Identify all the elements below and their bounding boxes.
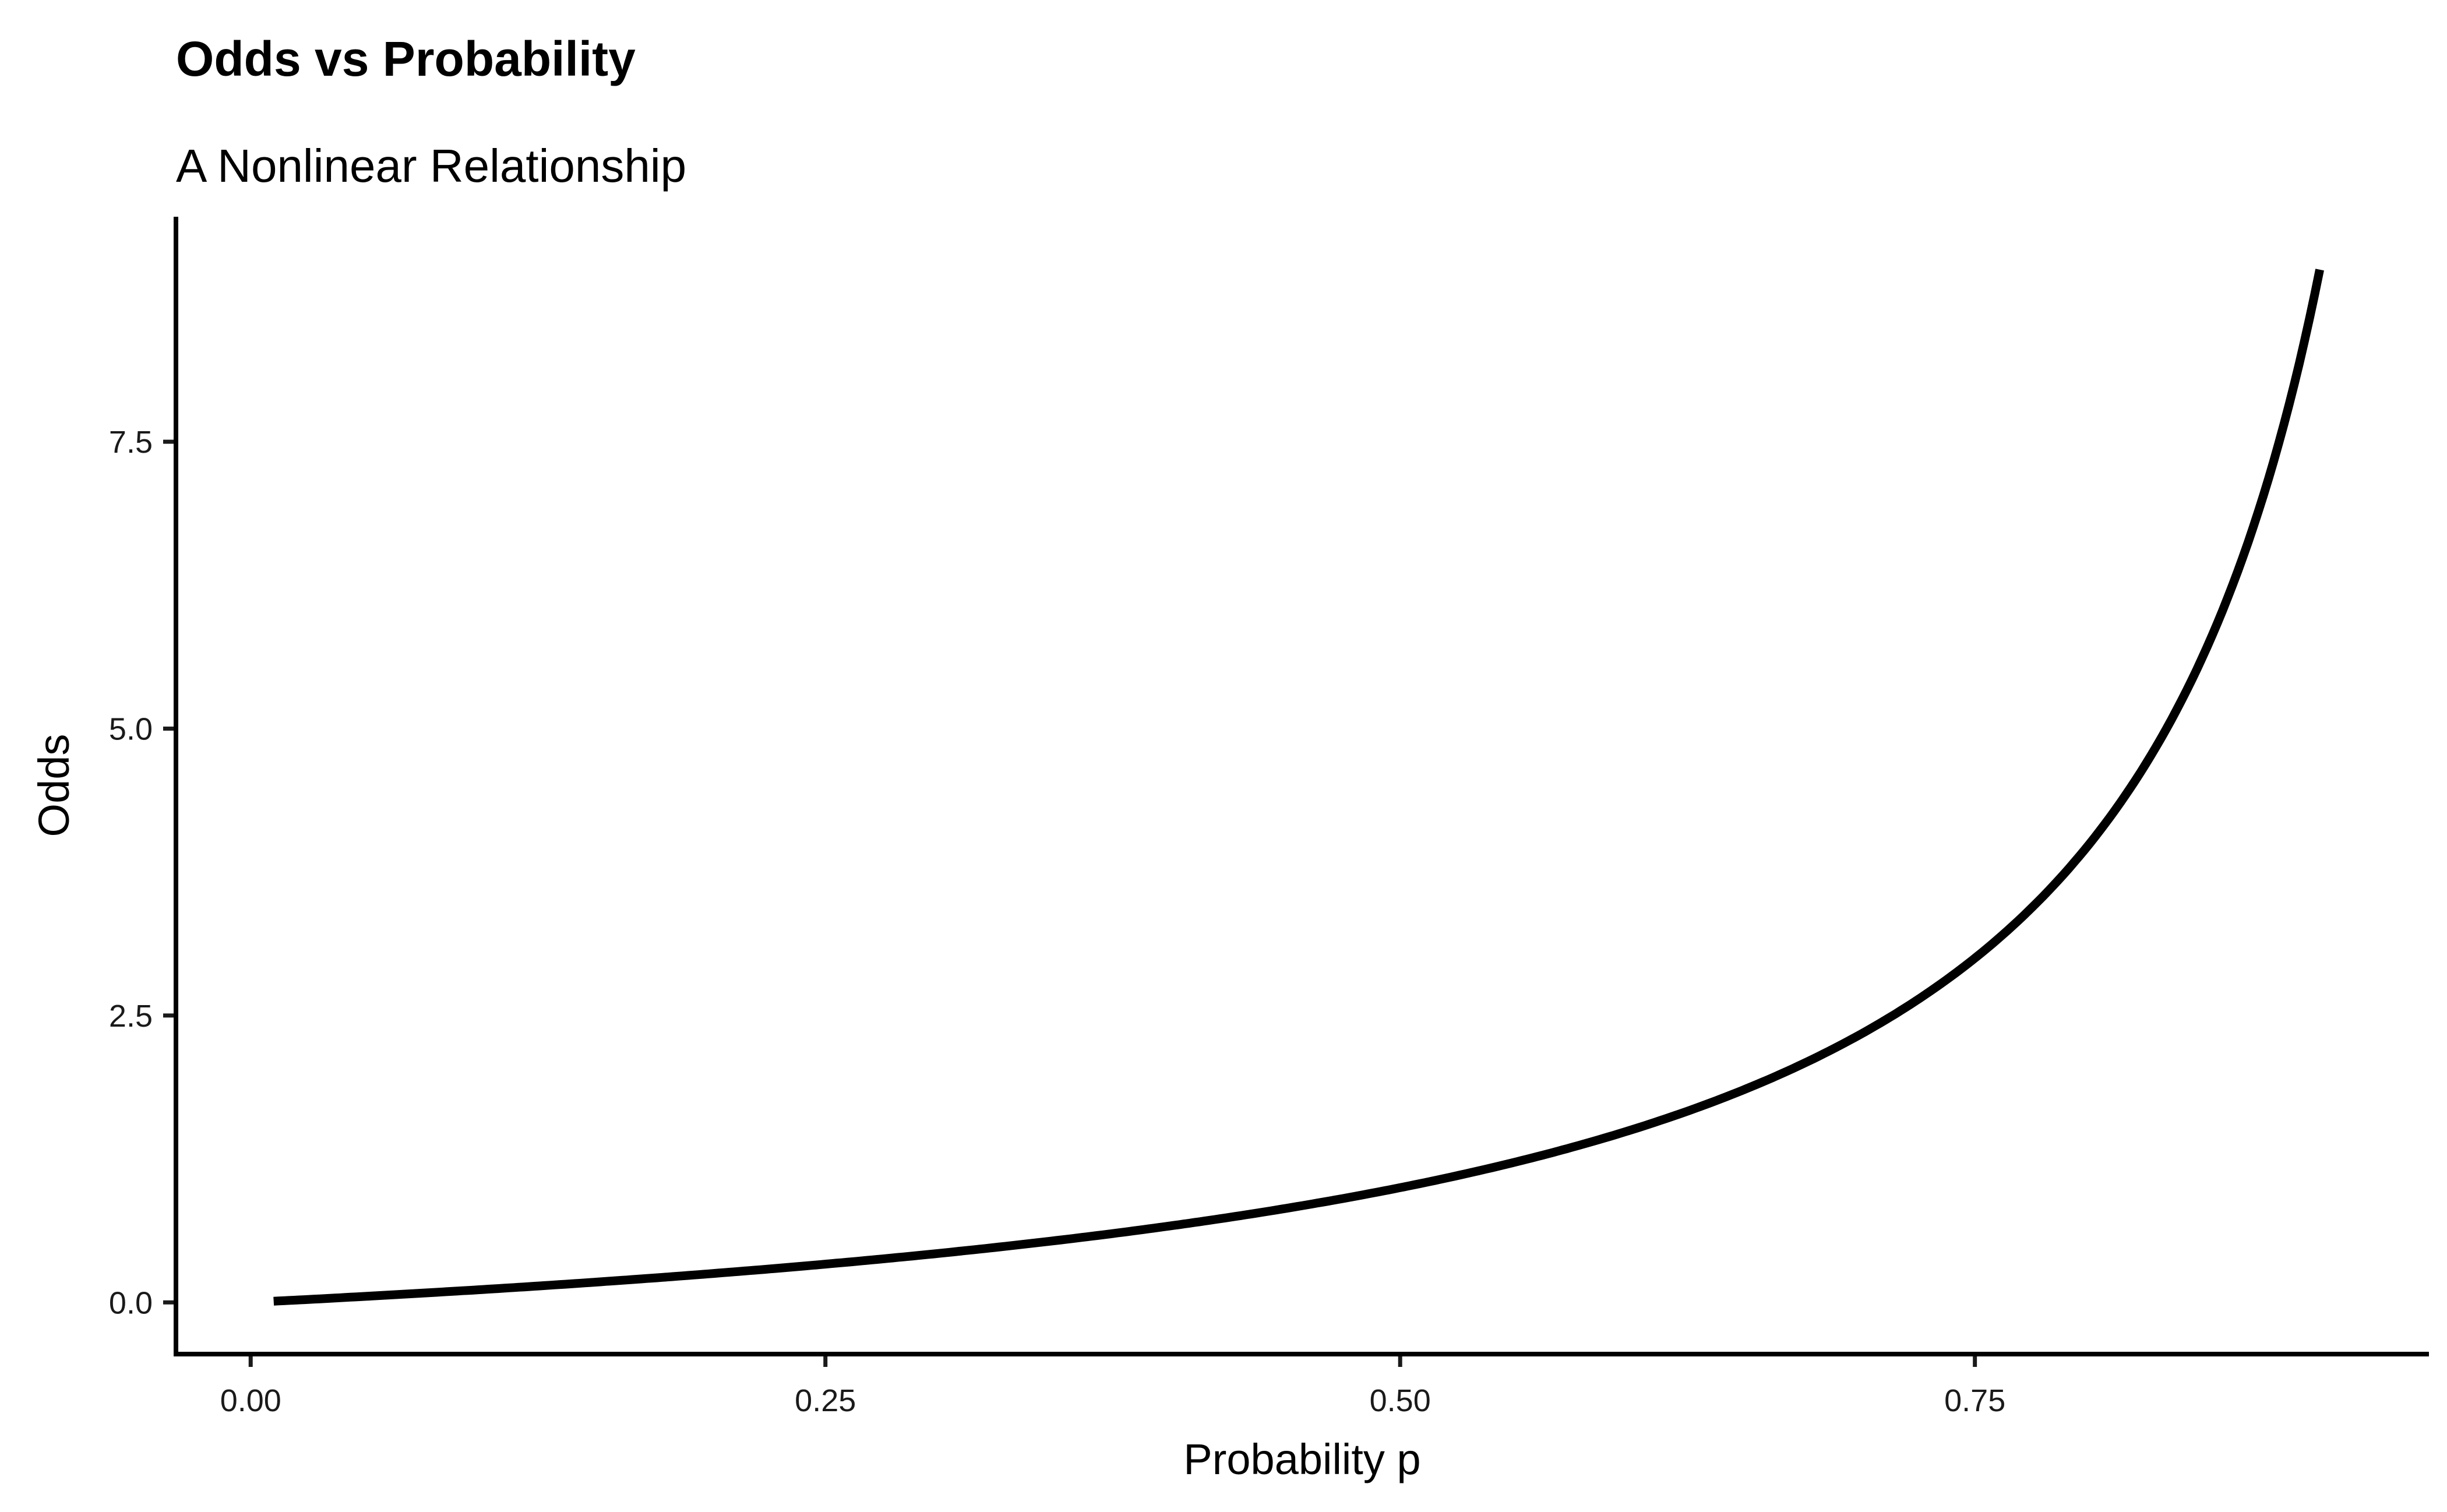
plot-area: 0.0 2.5 5.0 7.5 0.00 0.25 0.50 0.75 xyxy=(109,217,2429,1418)
x-tick-label: 0.25 xyxy=(795,1383,856,1418)
chart-subtitle: A Nonlinear Relationship xyxy=(176,140,686,192)
y-axis-ticks: 0.0 2.5 5.0 7.5 xyxy=(109,425,176,1320)
x-tick-label: 0.75 xyxy=(1944,1383,2005,1418)
x-axis-title: Probability p xyxy=(1183,1435,1420,1483)
chart-title: Odds vs Probability xyxy=(176,31,636,86)
x-tick-label: 0.50 xyxy=(1370,1383,1431,1418)
odds-curve-line xyxy=(273,269,2324,1306)
y-tick-label: 0.0 xyxy=(109,1285,153,1320)
y-tick-label: 2.5 xyxy=(109,999,153,1034)
y-tick-label: 7.5 xyxy=(109,425,153,460)
y-tick-label: 5.0 xyxy=(109,712,153,747)
x-tick-label: 0.00 xyxy=(220,1383,281,1418)
x-axis-ticks: 0.00 0.25 0.50 0.75 xyxy=(220,1354,2005,1418)
y-axis-title: Odds xyxy=(30,734,78,837)
